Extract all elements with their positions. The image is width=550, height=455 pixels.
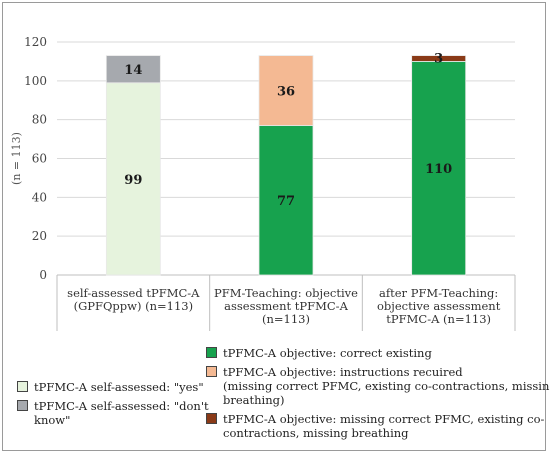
- legend-label: tPFMC-A objective: correct existing: [223, 346, 432, 360]
- bar-segment: [258, 55, 314, 126]
- data-label: 110: [425, 162, 452, 177]
- bar-segment: [105, 55, 161, 84]
- legend-swatch: [206, 366, 217, 377]
- x-tick-label: (GPFQppw) (n=113): [74, 299, 194, 313]
- data-label: 3: [434, 52, 443, 67]
- data-label: 14: [124, 63, 142, 78]
- y-tick-label: 80: [32, 113, 47, 127]
- y-tick-label: 100: [24, 74, 47, 88]
- x-tick-label: assessment tPFMC-A: [224, 299, 348, 313]
- legend-label: tPFMC-A objective: instructions recuired…: [223, 365, 550, 407]
- x-tick-label: objective assessment: [377, 299, 501, 313]
- data-label: 99: [124, 173, 142, 188]
- bar-segment: [258, 125, 314, 276]
- legend-label: tPFMC-A objective: missing correct PFMC,…: [223, 412, 544, 440]
- chart-frame: [2, 2, 546, 451]
- legend-label-line: (missing correct PFMC, existing co-contr…: [223, 379, 550, 393]
- x-tick-label: after PFM-Teaching:: [379, 286, 498, 300]
- legend-swatch: [17, 381, 28, 392]
- y-tick-label: 60: [32, 152, 47, 166]
- x-tick-label: PFM-Teaching: objective: [214, 286, 358, 300]
- y-axis-label: (n = 113): [10, 132, 23, 185]
- legend-label-line: know": [34, 413, 71, 427]
- legend-swatch: [17, 400, 28, 411]
- legend-label: tPFMC-A self-assessed: "yes": [34, 380, 204, 394]
- y-tick-label: 120: [24, 35, 47, 49]
- legend-label-line: tPFMC-A objective: missing correct PFMC,…: [223, 412, 545, 426]
- data-label: 36: [277, 85, 295, 100]
- legend-label-line: tPFMC-A self-assessed: "don't: [34, 399, 209, 413]
- legend-label-line: tPFMC-A objective: correct existing: [223, 346, 432, 360]
- x-tick-label: (n=113): [262, 312, 310, 326]
- bar-segment: [411, 55, 467, 62]
- legend-label-line: tPFMC-A objective: instructions recuired: [223, 365, 463, 379]
- legend-swatch: [206, 347, 217, 358]
- y-tick-label: 20: [32, 229, 47, 243]
- bar-segment: [411, 61, 467, 276]
- y-tick-label: 0: [39, 268, 47, 282]
- x-tick-label: self-assessed tPFMC-A: [67, 286, 200, 300]
- legend-label-line: tPFMC-A self-assessed: "yes": [34, 380, 204, 394]
- legend-label: tPFMC-A self-assessed: "don't know": [34, 399, 209, 427]
- data-label: 77: [277, 194, 295, 209]
- x-tick-label: tPFMC-A (n=113): [386, 312, 491, 326]
- bar-segment: [105, 82, 161, 276]
- legend-label-line: contractions, missing breathing: [223, 426, 409, 440]
- legend-label-line: breathing): [223, 393, 285, 407]
- y-tick-label: 40: [32, 190, 47, 204]
- legend-swatch: [206, 413, 217, 424]
